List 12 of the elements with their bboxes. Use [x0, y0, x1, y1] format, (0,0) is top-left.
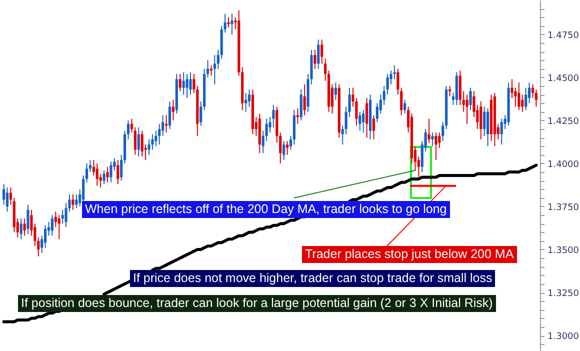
y-tick-label: 1.3500 [548, 246, 580, 256]
annotation: If price does not move higher, trader can stop trade for small loss [130, 270, 496, 287]
y-tick-label: 1.4250 [548, 116, 580, 127]
y-tick-label: 1.3000 [548, 332, 580, 342]
annotation: When price reflects off of the 200 Day MA, trader looks to go long [82, 201, 450, 218]
y-tick-label: 1.4000 [548, 160, 580, 170]
y-tick-label: 1.3750 [548, 202, 580, 213]
y-tick-label: 1.3250 [548, 289, 580, 299]
y-tick-label: 1.4750 [548, 30, 580, 41]
annotation: If position does bounce, trader can look for a large potential gain (2 or 3 X Initial Risk) [18, 295, 496, 312]
annotation: Trader places stop just below 200 MA [302, 246, 517, 263]
y-tick-label: 1.4500 [548, 74, 580, 84]
